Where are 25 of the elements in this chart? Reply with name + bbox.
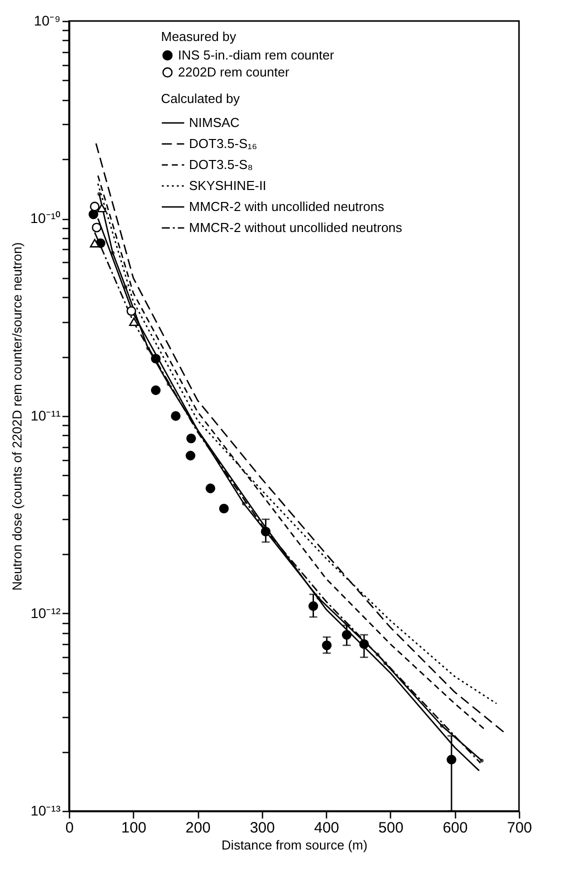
legend-label: MMCR-2 without uncollided neutrons (189, 220, 403, 235)
x-axis-title: Distance from source (m) (222, 838, 368, 852)
y-tick-label: 10⁻⁹ (34, 12, 60, 28)
y-tick-label: 10⁻¹² (30, 605, 61, 621)
legend-label: NIMSAC (189, 114, 240, 130)
legend-title: Measured by (161, 28, 237, 44)
x-tick-label: 0 (65, 820, 74, 836)
x-tick-label: 200 (186, 820, 211, 836)
annotation: Calculated by (161, 90, 240, 106)
y-tick-label: 10⁻¹⁰ (30, 210, 60, 226)
y-tick-label: 10⁻¹¹ (30, 408, 61, 424)
legend-label: DOT3.5-S₁₆ (189, 136, 258, 151)
legend-label: 2202D rem counter (178, 64, 290, 80)
y-tick-label: 10⁻¹³ (30, 802, 61, 818)
x-tick-label: 500 (378, 820, 404, 836)
x-tick-label: 100 (121, 820, 146, 836)
x-tick-label: 300 (250, 820, 275, 836)
y-axis-title: Neutron dose (counts of 2202D rem counter/source neutron) (9, 242, 24, 591)
x-tick-label: 400 (314, 820, 340, 836)
x-tick-label: 700 (506, 820, 532, 836)
legend-label: DOT3.5-S₈ (189, 156, 253, 172)
legend-label: SKYSHINE-II (189, 178, 266, 193)
x-tick-label: 600 (442, 820, 468, 836)
legend-label: INS 5-in.-diam rem counter (178, 47, 335, 62)
legend-label: MMCR-2 with uncollided neutrons (189, 198, 385, 214)
